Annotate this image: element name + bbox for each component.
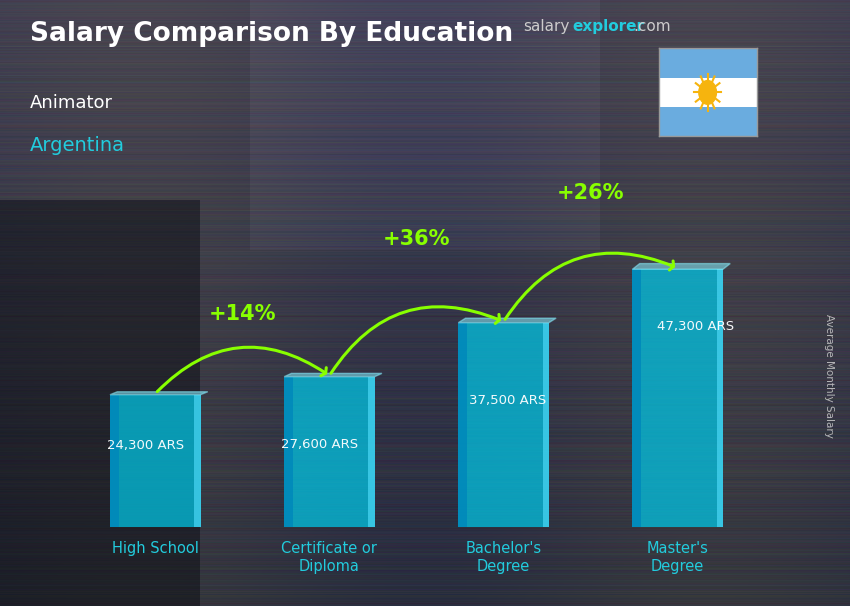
Bar <box>632 269 723 527</box>
Text: 27,600 ARS: 27,600 ARS <box>280 438 358 451</box>
Text: explorer: explorer <box>572 19 644 35</box>
Text: Average Monthly Salary: Average Monthly Salary <box>824 314 834 438</box>
Bar <box>458 322 549 527</box>
Bar <box>110 395 119 527</box>
Bar <box>110 395 201 527</box>
Bar <box>659 48 756 78</box>
Text: Animator: Animator <box>30 94 113 112</box>
Text: salary: salary <box>523 19 570 35</box>
Text: 37,500 ARS: 37,500 ARS <box>468 394 546 407</box>
Bar <box>368 377 375 527</box>
Text: 24,300 ARS: 24,300 ARS <box>106 439 184 451</box>
Text: +26%: +26% <box>557 182 625 202</box>
Text: +14%: +14% <box>208 304 276 324</box>
Polygon shape <box>632 264 730 269</box>
Polygon shape <box>110 391 207 395</box>
Text: +36%: +36% <box>382 229 450 249</box>
Circle shape <box>699 81 717 104</box>
Polygon shape <box>458 318 556 322</box>
Text: Salary Comparison By Education: Salary Comparison By Education <box>30 21 513 47</box>
Bar <box>194 395 201 527</box>
Bar <box>659 107 756 136</box>
Bar <box>632 269 642 527</box>
Text: 47,300 ARS: 47,300 ARS <box>657 319 734 333</box>
Text: Argentina: Argentina <box>30 136 125 155</box>
Bar <box>284 377 375 527</box>
Bar <box>659 78 756 107</box>
Bar <box>458 322 468 527</box>
Text: .com: .com <box>633 19 671 35</box>
Polygon shape <box>284 373 382 377</box>
Bar <box>284 377 293 527</box>
Bar <box>717 269 723 527</box>
Bar <box>542 322 549 527</box>
